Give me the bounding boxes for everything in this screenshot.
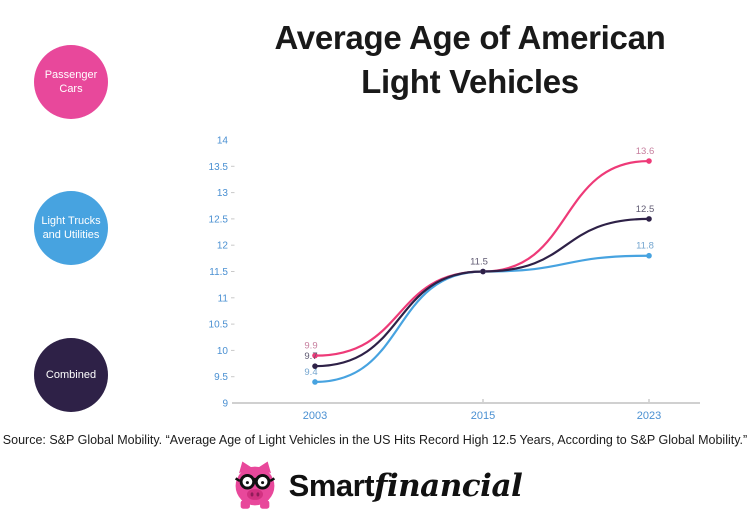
piggy-bank-icon (234, 461, 275, 509)
data-point (646, 252, 652, 259)
y-tick-label: 12 (217, 241, 229, 252)
logo-text-financial: financial (374, 468, 523, 504)
y-tick-label: 13.5 (209, 162, 229, 173)
y-tick-label: 12.5 (209, 214, 229, 225)
y-tick-label: 11.5 (209, 267, 228, 278)
page-title-line2: Light Vehicles (361, 62, 579, 100)
y-tick-label: 14 (217, 136, 229, 147)
page-title-line1: Average Age of American (274, 19, 666, 56)
legend-circle-passenger-cars: Passenger Cars (34, 45, 108, 119)
y-tick-label: 10 (217, 346, 229, 357)
x-tick-label: 2015 (471, 410, 495, 422)
data-point-label: 9.7 (304, 351, 317, 362)
logo-text-smart: Smart (288, 468, 375, 503)
x-tick-label: 2023 (637, 410, 661, 422)
legend-label-light-trucks: Light Trucks and Utilities (41, 214, 101, 241)
y-tick-label: 10.5 (209, 320, 229, 331)
x-tick-label: 2003 (303, 410, 327, 422)
data-point (312, 379, 318, 385)
data-point-label: 9.9 (304, 341, 317, 352)
legend-label-combined: Combined (45, 368, 97, 381)
data-point-label: 9.4 (304, 367, 317, 378)
data-point (480, 268, 486, 275)
smartfinancial-logo: Smart financial (0, 458, 750, 514)
y-tick-label: 11 (218, 293, 229, 304)
y-tick-label: 9 (222, 399, 228, 410)
y-tick-label: 13 (217, 188, 229, 199)
source-citation: Source: S&P Global Mobility. “Average Ag… (2, 433, 748, 447)
logo-wordmark: Smart financial (289, 468, 523, 504)
data-point-label: 13.6 (636, 146, 655, 157)
data-point-label: 12.5 (636, 204, 655, 215)
series-line (313, 254, 651, 384)
data-point (646, 158, 652, 164)
data-point-label: 11.5 (470, 257, 488, 268)
data-point (646, 216, 652, 222)
data-point (312, 352, 318, 359)
y-tick-label: 9.5 (214, 372, 228, 383)
data-point (312, 363, 318, 369)
page-title: Average Age of American Light Vehicles (190, 16, 750, 104)
legend-circle-combined: Combined (34, 338, 108, 412)
legend-circle-light-trucks: Light Trucks and Utilities (34, 191, 108, 265)
legend-label-passenger-cars: Passenger Cars (44, 68, 98, 95)
data-point-label: 11.8 (636, 241, 654, 252)
